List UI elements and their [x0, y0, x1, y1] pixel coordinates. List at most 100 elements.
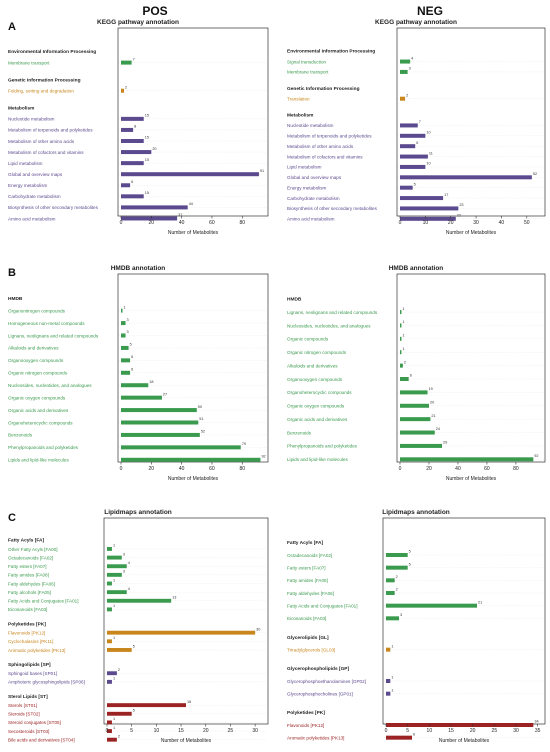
c-pos-data-label: 3: [123, 570, 125, 574]
c-pos-group-label: Sphingolipids [SP]: [8, 662, 51, 668]
c-pos-category-label: Eicosanoids [FA03]: [8, 607, 47, 612]
a-neg-bar: [400, 185, 413, 190]
a-neg-tick-label: 0: [399, 220, 402, 226]
b-pos-category-label: Organoheterocyclic compounds: [8, 420, 73, 425]
a-neg-data-label: 6: [416, 141, 418, 145]
c-pos-data-label: 1: [113, 636, 115, 640]
a-neg-tick-label: 10: [423, 220, 429, 226]
c-neg-data-label: 5: [409, 550, 411, 554]
c-pos-title: Lipidmaps annotation: [104, 509, 172, 516]
c-pos-bar: [107, 729, 112, 733]
c-neg-data-label: 2: [396, 588, 398, 592]
b-pos-category-label: Nucleosides, nucleotides, and analogues: [8, 383, 92, 388]
c-neg-category-label: Fatty amides [FA08]: [287, 578, 328, 583]
a-neg-group-label: Genetic Information Processing: [287, 86, 360, 92]
a-neg-tick-label: 20: [448, 220, 454, 226]
b-neg-bar: [400, 323, 402, 328]
a-neg-data-label: 7: [419, 120, 421, 124]
c-neg-tick-label: 20: [470, 728, 476, 734]
b-neg-data-label: 1: [402, 307, 404, 311]
c-neg-bar: [386, 723, 534, 727]
c-neg-bar: [386, 647, 391, 652]
b-neg-category-label: Organic nitrogen compounds: [287, 350, 347, 355]
b-neg-bar: [400, 377, 409, 381]
b-pos-bar: [121, 333, 126, 338]
c-neg-data-label: 5: [409, 562, 411, 566]
a-neg-data-label: 52: [533, 172, 537, 176]
b-pos-data-label: 1: [124, 305, 126, 309]
a-neg-bar: [400, 123, 418, 128]
a-pos-data-label: 8: [134, 125, 136, 129]
a-pos-data-label: 15: [145, 191, 149, 195]
a-neg-bar: [400, 144, 416, 149]
a-neg-group-label: Metabolism: [287, 113, 313, 119]
b-pos-category-label: Alkaloids and derivatives: [8, 346, 59, 351]
a-neg-group-label: Environmental Information Processing: [287, 49, 375, 55]
b-neg-category-label: Phenylpropanoids and polyketides: [287, 444, 358, 449]
c-neg-bar: [386, 679, 391, 683]
a-neg-category-label: Lipid metabolism: [287, 165, 322, 170]
c-pos-category-label: Cyclochalasins [PK11]: [8, 639, 53, 644]
a-pos-title: KEGG pathway annotation: [97, 19, 179, 26]
c-neg-xlabel: Number of Metabolites: [439, 738, 490, 744]
b-neg-data-label: 1: [402, 347, 404, 351]
a-pos-category-label: Membrane transport: [8, 60, 50, 65]
a-pos-tick-label: 40: [179, 220, 185, 226]
c-pos-bar: [107, 671, 117, 676]
b-pos-data-label: 92: [261, 454, 265, 458]
panel-letter-a: A: [8, 21, 16, 33]
b-neg-category-label: Alkaloids and derivatives: [287, 363, 338, 368]
c-pos-bar: [107, 711, 132, 716]
c-neg-category-label: Fatty aldehydes [FA06]: [287, 591, 334, 596]
c-pos-tick-label: 20: [203, 728, 209, 734]
b-pos-bar: [121, 308, 123, 313]
c-pos-data-label: 16: [187, 700, 191, 704]
b-neg-title: HMDB annotation: [389, 265, 444, 272]
c-neg-data-label: 2: [396, 575, 398, 579]
b-neg-data-label: 6: [410, 374, 412, 378]
a-pos-data-label: 37: [178, 213, 182, 217]
c-neg-bar: [386, 603, 477, 608]
a-neg-bar: [400, 133, 426, 138]
b-pos-category-label: Benzenoids: [8, 433, 33, 438]
a-neg-bar: [400, 175, 532, 180]
b-neg-data-label: 1: [402, 320, 404, 324]
c-pos-category-label: Amphoteric glycosphingolipids [SP06]: [8, 680, 85, 685]
b-neg-bar: [400, 430, 435, 435]
b-pos-bar: [121, 457, 261, 462]
b-pos-tick-label: 0: [120, 466, 123, 472]
b-neg-category-label: Organooxygen compounds: [287, 377, 343, 382]
c-pos-category-label: Octadecanoids [FA02]: [8, 555, 53, 560]
b-pos-data-label: 3: [127, 330, 129, 334]
a-pos-tick-label: 60: [209, 220, 215, 226]
a-neg-data-label: 4: [411, 56, 413, 60]
a-neg-category-label: Amino acid metabolism: [287, 217, 335, 222]
c-pos-data-label: 13: [172, 596, 176, 600]
c-pos-category-label: Fatty Acids and Conjugates [FA01]: [8, 599, 78, 604]
b-neg-bar: [400, 336, 402, 341]
b-pos-group-label: HMDB: [8, 296, 23, 302]
b-pos-bar: [121, 445, 241, 450]
a-pos-bar: [121, 127, 134, 132]
b-neg-data-label: 2: [404, 360, 406, 364]
c-pos-bar: [107, 679, 112, 684]
a-neg-plot-frame: [396, 27, 546, 217]
c-neg-tick-label: 30: [513, 728, 519, 734]
b-neg-category-label: Nucleosides, nucleotides, and analogues: [287, 323, 371, 328]
a-pos-bar: [121, 150, 152, 155]
a-neg-category-label: Metabolism of other amino acids: [287, 144, 354, 149]
a-neg-data-label: 17: [444, 193, 448, 197]
c-pos-category-label: Steroids [ST02]: [8, 712, 40, 717]
c-pos-data-label: 1: [113, 604, 115, 608]
c-pos-category-label: Aromatic polyketides [PK13]: [8, 648, 65, 653]
a-pos-bar: [121, 139, 144, 143]
c-pos-tick-label: 10: [154, 728, 160, 734]
c-neg-bar: [386, 565, 408, 570]
b-neg-category-label: Benzenoids: [287, 430, 312, 435]
c-pos-tick-label: 25: [228, 728, 234, 734]
a-neg-bar: [400, 59, 411, 64]
c-pos-bar: [107, 581, 112, 586]
c-pos-bar: [107, 607, 112, 612]
c-pos-tick-label: 15: [178, 728, 184, 734]
